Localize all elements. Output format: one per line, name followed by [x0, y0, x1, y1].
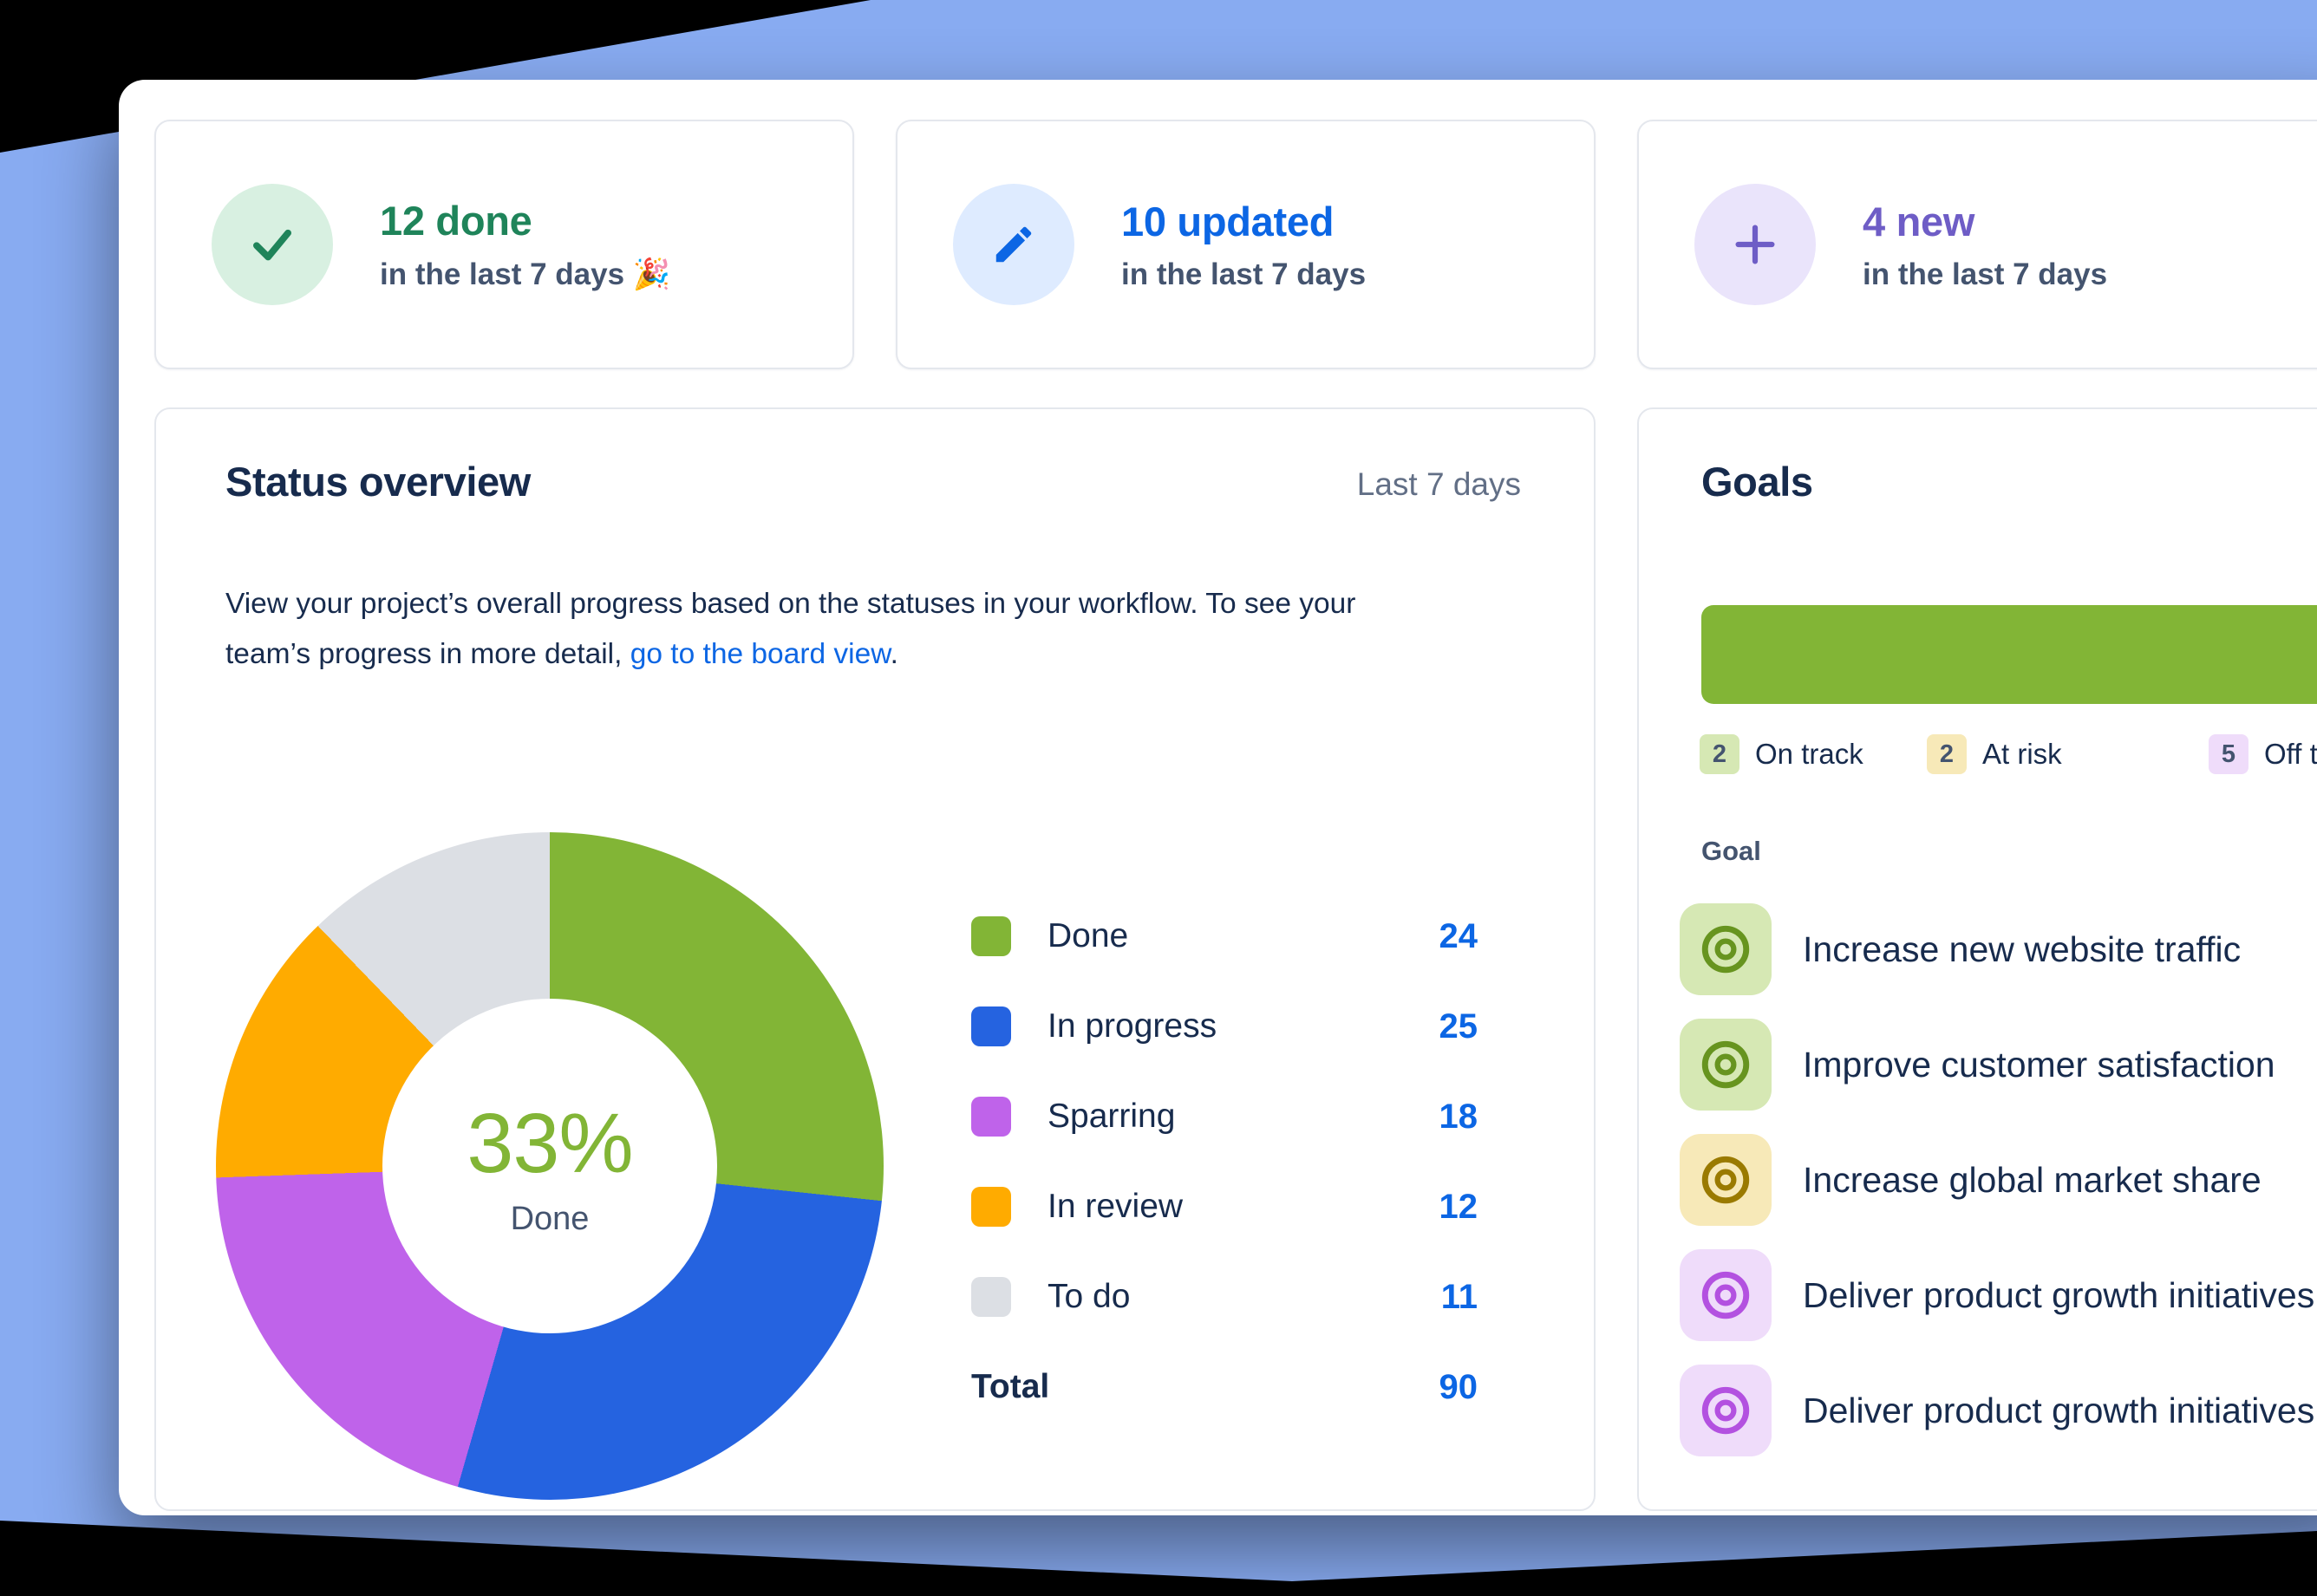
- plus-icon: [1694, 184, 1816, 305]
- legend-value: 18: [1439, 1097, 1478, 1136]
- stat-value-new: 4 new: [1863, 198, 1975, 244]
- summary-label: Off track: [2264, 738, 2317, 770]
- stat-card-new[interactable]: 4 new in the last 7 days: [1637, 120, 2317, 369]
- legend-value: 24: [1439, 916, 1478, 955]
- legend-row: To do 11: [971, 1252, 1478, 1342]
- goal-label: Increase new website traffic: [1803, 928, 2242, 969]
- legend-swatch: [971, 1006, 1011, 1046]
- goals-title: Goals: [1701, 459, 1813, 505]
- stat-value-done: 12 done: [380, 198, 532, 244]
- description-period-mark: .: [890, 637, 898, 670]
- donut-center-label: Done: [510, 1200, 590, 1237]
- goal-row[interactable]: Increase new website traffic: [1680, 903, 2241, 995]
- goal-label: Deliver product growth initiatives: [1803, 1390, 2315, 1430]
- legend-swatch: [971, 1277, 1011, 1317]
- goals-summary-off-track: 5 Off track: [2209, 733, 2317, 775]
- stat-card-done[interactable]: 12 done in the last 7 days 🎉: [154, 120, 854, 369]
- legend-swatch: [971, 1187, 1011, 1227]
- legend-swatch: [971, 1097, 1011, 1137]
- check-icon: [212, 184, 333, 305]
- legend-value: 12: [1439, 1187, 1478, 1226]
- legend-total-label: Total: [971, 1368, 1050, 1405]
- goal-row[interactable]: Deliver product growth initiatives: [1680, 1249, 2314, 1341]
- legend-swatch: [971, 916, 1011, 956]
- legend-row: Sparring 18: [971, 1072, 1478, 1162]
- target-icon: [1680, 1019, 1772, 1111]
- chart-legend: Done 24 In progress 25 Sparring 18 In re…: [971, 891, 1478, 1432]
- donut-center: 33% Done: [382, 999, 717, 1333]
- stat-text: 4 new in the last 7 days: [1863, 198, 2107, 292]
- stat-text: 12 done in the last 7 days 🎉: [380, 197, 670, 292]
- status-overview-title: Status overview: [225, 459, 531, 505]
- target-icon: [1680, 903, 1772, 995]
- stat-subtitle: in the last 7 days: [1121, 257, 1367, 291]
- legend-total-row: Total 90: [971, 1342, 1478, 1432]
- legend-total-value: 90: [1439, 1367, 1478, 1406]
- legend-label: To do: [1048, 1278, 1131, 1315]
- legend-row: Done 24: [971, 891, 1478, 981]
- legend-label: In review: [1048, 1188, 1184, 1225]
- donut-chart: 33% Done: [216, 832, 884, 1500]
- goal-label: Increase global market share: [1803, 1159, 2262, 1200]
- status-overview-description: View your project’s overall progress bas…: [225, 579, 1379, 679]
- goal-label: Improve customer satisfaction: [1803, 1044, 2275, 1085]
- status-overview-card: Status overview Last 7 days View your pr…: [154, 407, 1596, 1511]
- target-icon: [1680, 1249, 1772, 1341]
- pencil-icon: [953, 184, 1074, 305]
- goal-row[interactable]: Deliver product growth initiatives: [1680, 1365, 2314, 1456]
- period-label: Last 7 days: [1356, 466, 1521, 502]
- goal-column-header: Goal: [1701, 836, 1761, 866]
- count-badge: 5: [2209, 734, 2248, 774]
- target-icon: [1680, 1134, 1772, 1226]
- goals-card: Goals 2 On track 2 At risk 5 Off track G…: [1637, 407, 2317, 1511]
- stat-text: 10 updated in the last 7 days: [1121, 198, 1366, 292]
- legend-row: In review 12: [971, 1162, 1478, 1252]
- goal-label: Deliver product growth initiatives: [1803, 1274, 2315, 1315]
- stat-subtitle: in the last 7 days: [1863, 257, 2108, 291]
- count-badge: 2: [1927, 734, 1967, 774]
- donut-percent: 33%: [467, 1095, 633, 1190]
- goals-summary-at-risk: 2 At risk: [1927, 733, 2062, 775]
- summary-label: At risk: [1982, 738, 2062, 770]
- count-badge: 2: [1700, 734, 1739, 774]
- goals-progress-bar: [1701, 605, 2317, 704]
- legend-label: In progress: [1048, 1007, 1217, 1045]
- legend-label: Done: [1048, 917, 1129, 954]
- goals-summary-on-track: 2 On track: [1700, 733, 1863, 775]
- stat-card-updated[interactable]: 10 updated in the last 7 days: [896, 120, 1596, 369]
- board-view-link[interactable]: go to the board view: [630, 637, 891, 670]
- stat-value-updated: 10 updated: [1121, 198, 1335, 244]
- legend-label: Sparring: [1048, 1098, 1176, 1135]
- goal-row[interactable]: Improve customer satisfaction: [1680, 1019, 2275, 1111]
- stat-subtitle: in the last 7 days 🎉: [380, 257, 671, 291]
- target-icon: [1680, 1365, 1772, 1456]
- goal-row[interactable]: Increase global market share: [1680, 1134, 2262, 1226]
- summary-label: On track: [1755, 738, 1863, 770]
- legend-value: 11: [1440, 1277, 1478, 1316]
- description-text: View your project’s overall progress bas…: [225, 588, 1356, 670]
- legend-value: 25: [1439, 1006, 1478, 1046]
- legend-row: In progress 25: [971, 981, 1478, 1072]
